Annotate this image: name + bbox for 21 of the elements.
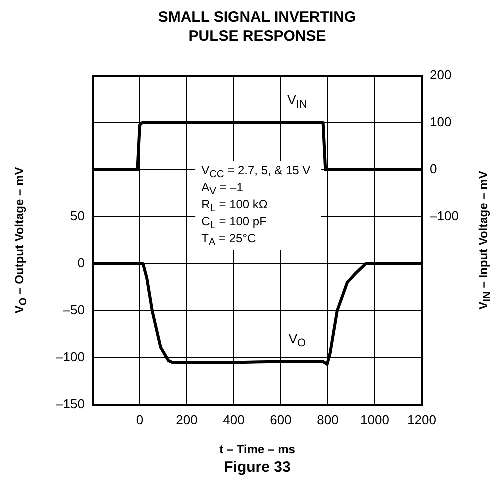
- chart-title: SMALL SIGNAL INVERTING PULSE RESPONSE: [158, 9, 356, 46]
- x-tick-label: 1000: [360, 412, 390, 428]
- x-tick-label: 1200: [408, 412, 436, 428]
- y2-tick-label: –100: [430, 208, 459, 224]
- y-tick-label: –100: [56, 350, 85, 365]
- y-tick-label: 0: [78, 256, 85, 271]
- y2-tick-label: 0: [430, 162, 438, 177]
- y-axis-title: VO – Output Voltage – mV: [12, 167, 30, 314]
- x-tick-label: 200: [176, 412, 198, 428]
- x-tick-label: 400: [223, 412, 245, 428]
- y-tick-label: –50: [63, 302, 85, 318]
- x-axis-title: t – Time – ms: [220, 442, 296, 456]
- y-tick-label: 50: [70, 208, 85, 224]
- caption: Figure 33: [224, 459, 291, 476]
- y2-tick-label: 200: [430, 68, 452, 83]
- x-tick-label: 800: [317, 412, 339, 428]
- y2-axis-title: VIN – Input Voltage – mV: [476, 171, 494, 310]
- x-tick-label: 0: [136, 412, 144, 428]
- y2-tick-label: 100: [430, 114, 452, 130]
- x-tick-label: 600: [270, 412, 292, 428]
- y-tick-label: –150: [56, 396, 85, 412]
